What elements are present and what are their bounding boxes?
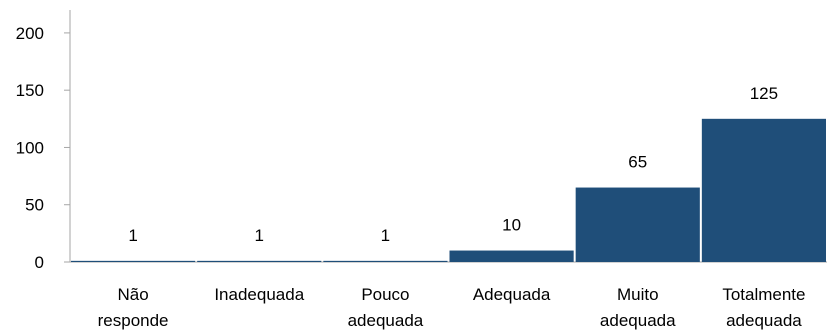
category-label-line: Adequada — [473, 285, 551, 304]
data-label: 1 — [128, 226, 137, 245]
category-label-line: Totalmente — [722, 285, 805, 304]
category-label-line: Não — [117, 285, 148, 304]
category-label-line: responde — [98, 311, 169, 330]
category-label: Adequada — [473, 285, 551, 304]
y-tick-label: 100 — [16, 138, 44, 157]
y-tick-label: 50 — [25, 196, 44, 215]
data-label: 1 — [255, 226, 264, 245]
y-tick-label: 200 — [16, 24, 44, 43]
bar — [449, 250, 574, 262]
bar — [701, 118, 826, 263]
category-label: Totalmente adequada — [722, 285, 805, 330]
bar — [323, 260, 448, 262]
bar — [71, 260, 196, 262]
category-label: Muito adequada — [600, 285, 676, 330]
y-axis: 0 50 100 150 200 — [16, 10, 71, 272]
category-label-line: adequada — [726, 311, 802, 330]
data-label: 1 — [381, 226, 390, 245]
category-label: Pouco adequada — [348, 285, 424, 330]
bar — [575, 187, 700, 262]
bars — [71, 118, 826, 263]
data-label: 10 — [502, 216, 521, 235]
category-label-line: Muito — [617, 285, 659, 304]
data-label: 125 — [750, 84, 778, 103]
data-label: 65 — [628, 153, 647, 172]
y-tick-label: 0 — [35, 253, 44, 272]
category-label: Inadequada — [214, 285, 304, 304]
y-tick-label: 150 — [16, 81, 44, 100]
category-label-line: Inadequada — [214, 285, 304, 304]
bar — [197, 260, 322, 262]
category-label-line: adequada — [600, 311, 676, 330]
category-label-line: Pouco — [361, 285, 409, 304]
category-label-line: adequada — [348, 311, 424, 330]
category-labels: Não responde Inadequada Pouco adequada Adequa… — [98, 285, 806, 330]
data-labels: 1 1 1 10 65 125 — [128, 84, 778, 245]
category-label: Não responde — [98, 285, 169, 330]
